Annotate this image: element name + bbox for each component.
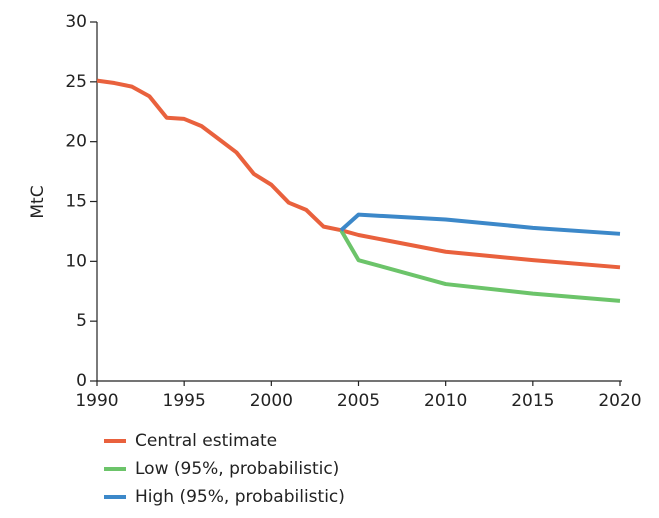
series-line <box>339 229 621 303</box>
y-tick-label: 5 <box>76 311 87 331</box>
legend-label: Central estimate <box>135 431 277 451</box>
series-line <box>96 78 621 270</box>
y-tick-label: 25 <box>65 72 87 92</box>
y-tick-label: 20 <box>65 132 87 152</box>
x-tick-label: 1995 <box>163 391 206 411</box>
y-tick-label: 10 <box>65 251 87 271</box>
x-tick-label: 2015 <box>511 391 554 411</box>
y-tick-label: 0 <box>76 371 87 391</box>
y-tick-label: 30 <box>65 12 87 32</box>
x-tick-label: 2020 <box>598 391 641 411</box>
y-axis-label: MtC <box>28 185 48 218</box>
series-line <box>339 212 621 236</box>
y-tick-label: 15 <box>65 192 87 212</box>
legend-label: High (95%, probabilistic) <box>135 487 345 507</box>
x-tick-label: 2000 <box>250 391 293 411</box>
x-tick-label: 2005 <box>337 391 380 411</box>
legend-label: Low (95%, probabilistic) <box>135 459 339 479</box>
x-tick-label: 2010 <box>424 391 467 411</box>
x-tick-label: 1990 <box>75 391 118 411</box>
